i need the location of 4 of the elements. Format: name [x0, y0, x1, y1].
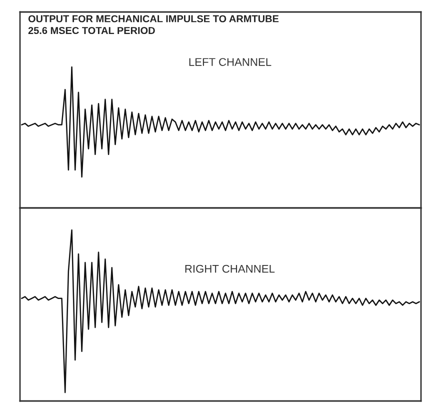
chart-title: OUTPUT FOR MECHANICAL IMPULSE TO ARMTUBE: [28, 15, 279, 22]
text: LEFT CHANNEL: [189, 58, 272, 66]
chart-subtitle: 25.6 MSEC TOTAL PERIOD: [28, 26, 155, 34]
annotation: RIGHT CHANNEL: [185, 264, 275, 273]
